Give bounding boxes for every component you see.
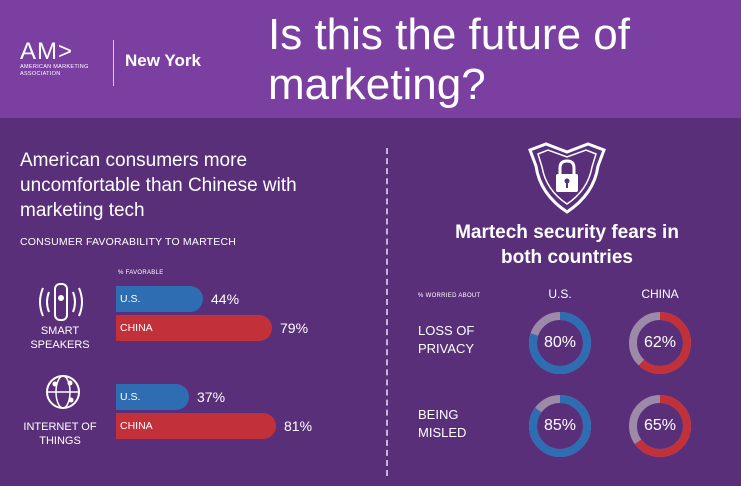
donut-value-label: 80%: [543, 334, 577, 351]
ama-logo: AM>: [20, 38, 74, 65]
category-label-internet-of-things: INTERNET OF THINGS: [23, 421, 97, 447]
bar-chart-subtitle: CONSUMER FAVORABILITY TO MARTECH: [20, 236, 237, 248]
donut-china-1: [629, 395, 691, 457]
donut-value-arc: [529, 312, 591, 374]
bar-series-label: U.S.: [120, 391, 141, 403]
bar-us-1: [116, 384, 189, 410]
donut-china-0: [629, 312, 691, 374]
globe-network-icon: [46, 375, 80, 409]
donut-us-1: [529, 395, 591, 457]
ama-logo-text: AMERICAN MARKETING ASSOCIATION: [20, 64, 89, 77]
bar-value-label: 44%: [211, 291, 240, 307]
column-header-china: CHINA: [641, 287, 679, 301]
right-section-title: Martech security fears in both countries: [455, 222, 679, 268]
bar-china-1: [116, 413, 276, 439]
section-divider: [386, 148, 388, 476]
logo-divider: [113, 40, 114, 86]
bar-china-0: [116, 315, 272, 341]
security-lock-icon: [528, 142, 606, 214]
bar-value-label: 37%: [197, 389, 226, 405]
bar-series-label: CHINA: [120, 420, 153, 432]
row-label-being-misled: BEING MISLED: [418, 407, 467, 440]
percent-favorable-header: % FAVORABLE: [118, 270, 164, 276]
bar-series-label: CHINA: [120, 322, 153, 334]
category-label-smart-speakers: SMART SPEAKERS: [30, 325, 90, 351]
bar-series-label: U.S.: [120, 293, 141, 305]
bar-value-label: 81%: [284, 418, 313, 434]
percent-worried-header: % WORRIED ABOUT: [418, 293, 481, 299]
donut-value-arc: [629, 312, 691, 374]
bar-us-0: [116, 286, 203, 312]
donut-value-label: 62%: [643, 334, 677, 351]
donut-value-label: 65%: [643, 417, 677, 434]
donut-us-0: [529, 312, 591, 374]
row-label-loss-of-privacy: LOSS OF PRIVACY: [418, 323, 475, 356]
donut-value-label: 85%: [543, 417, 577, 434]
column-header-us: U.S.: [548, 287, 572, 301]
page-headline: Is this the future of marketing?: [268, 10, 630, 109]
donut-value-arc: [629, 395, 691, 457]
header-banner: [0, 0, 741, 118]
bar-value-label: 79%: [280, 320, 309, 336]
donut-value-arc: [529, 395, 591, 457]
left-section-title: American consumers more uncomfortable th…: [20, 150, 297, 221]
chapter-name: New York: [125, 51, 201, 70]
smart-speaker-icon: [39, 283, 83, 321]
